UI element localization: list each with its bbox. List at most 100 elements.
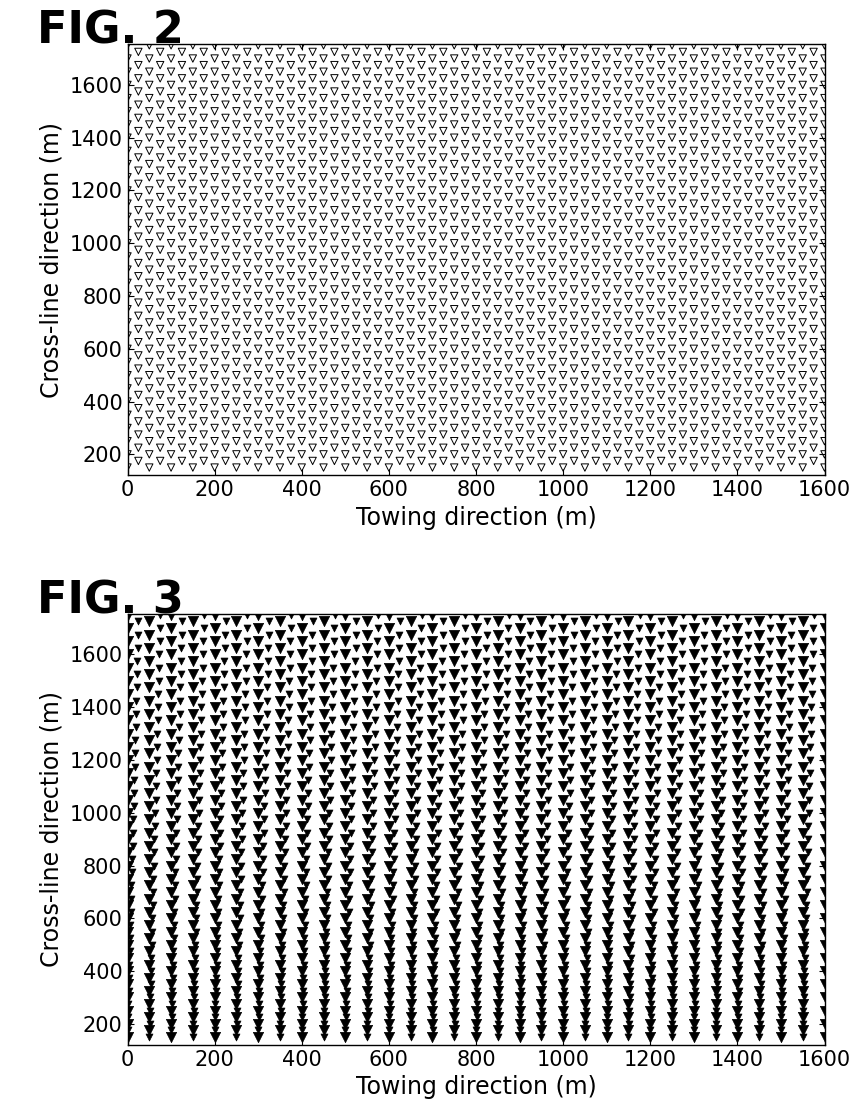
Point [666, 459, 679, 476]
Point [338, 446, 352, 463]
Point [762, 659, 776, 676]
Point [535, 732, 548, 749]
Point [607, 758, 620, 776]
Point [491, 419, 505, 437]
Point [730, 619, 745, 637]
Point [317, 877, 331, 894]
Point [360, 419, 374, 437]
Point [469, 844, 483, 861]
Point [677, 606, 690, 624]
Point [600, 870, 614, 888]
Point [447, 129, 461, 146]
Point [535, 155, 548, 173]
Point [345, 784, 359, 802]
Point [513, 672, 526, 690]
Point [409, 844, 422, 861]
Point [643, 248, 657, 265]
Point [584, 804, 598, 822]
Point [273, 142, 286, 160]
Point [430, 850, 444, 868]
Point [687, 646, 700, 663]
Point [404, 784, 417, 802]
Point [348, 652, 362, 670]
Point [360, 850, 374, 868]
Point [589, 399, 603, 417]
Point [279, 804, 292, 822]
Point [536, 949, 550, 967]
Point [164, 725, 178, 742]
Point [173, 692, 187, 710]
Point [524, 82, 537, 100]
Point [730, 182, 745, 199]
Point [654, 373, 668, 390]
Point [513, 248, 526, 265]
Point [720, 109, 734, 126]
Point [513, 300, 526, 318]
Point [164, 764, 178, 782]
Point [611, 360, 625, 377]
Point [785, 175, 799, 192]
Point [544, 672, 558, 690]
Point [687, 896, 700, 914]
Point [567, 320, 581, 338]
Point [720, 333, 734, 351]
Point [327, 320, 341, 338]
Point [621, 626, 635, 644]
Point [535, 745, 548, 762]
Point [535, 379, 548, 397]
Point [818, 446, 831, 463]
Point [643, 632, 657, 650]
Point [218, 43, 232, 60]
Point [143, 406, 156, 424]
Point [741, 228, 755, 245]
Point [611, 148, 625, 166]
Point [295, 712, 309, 729]
Point [709, 419, 722, 437]
Point [609, 692, 622, 710]
Point [600, 1009, 614, 1026]
Point [450, 936, 463, 954]
Point [480, 82, 494, 100]
Point [654, 135, 668, 153]
Point [807, 360, 820, 377]
Point [600, 896, 614, 914]
Point [437, 307, 451, 324]
Point [132, 360, 145, 377]
Point [643, 804, 657, 822]
Point [404, 446, 417, 463]
Point [476, 784, 490, 802]
Point [256, 864, 269, 881]
Point [274, 1015, 287, 1033]
Point [447, 732, 461, 749]
Point [632, 96, 646, 113]
Point [818, 314, 831, 331]
Point [121, 949, 134, 967]
Point [252, 857, 265, 874]
Point [646, 930, 660, 947]
Point [458, 452, 472, 470]
Point [785, 188, 799, 206]
Point [426, 142, 439, 160]
Point [556, 459, 570, 476]
Point [606, 798, 620, 815]
Point [491, 1022, 505, 1040]
Point [603, 916, 616, 934]
Point [276, 896, 290, 914]
Point [252, 221, 265, 239]
Point [284, 399, 298, 417]
Point [730, 155, 745, 173]
Point [186, 168, 200, 186]
Point [720, 96, 734, 113]
Point [796, 996, 809, 1013]
Point [581, 936, 594, 954]
Point [666, 168, 679, 186]
Point [730, 36, 745, 54]
Point [415, 267, 428, 285]
Point [279, 817, 292, 835]
Point [392, 639, 405, 657]
Point [241, 307, 254, 324]
Point [621, 692, 635, 710]
Point [546, 96, 559, 113]
Point [578, 366, 592, 384]
Point [197, 320, 211, 338]
